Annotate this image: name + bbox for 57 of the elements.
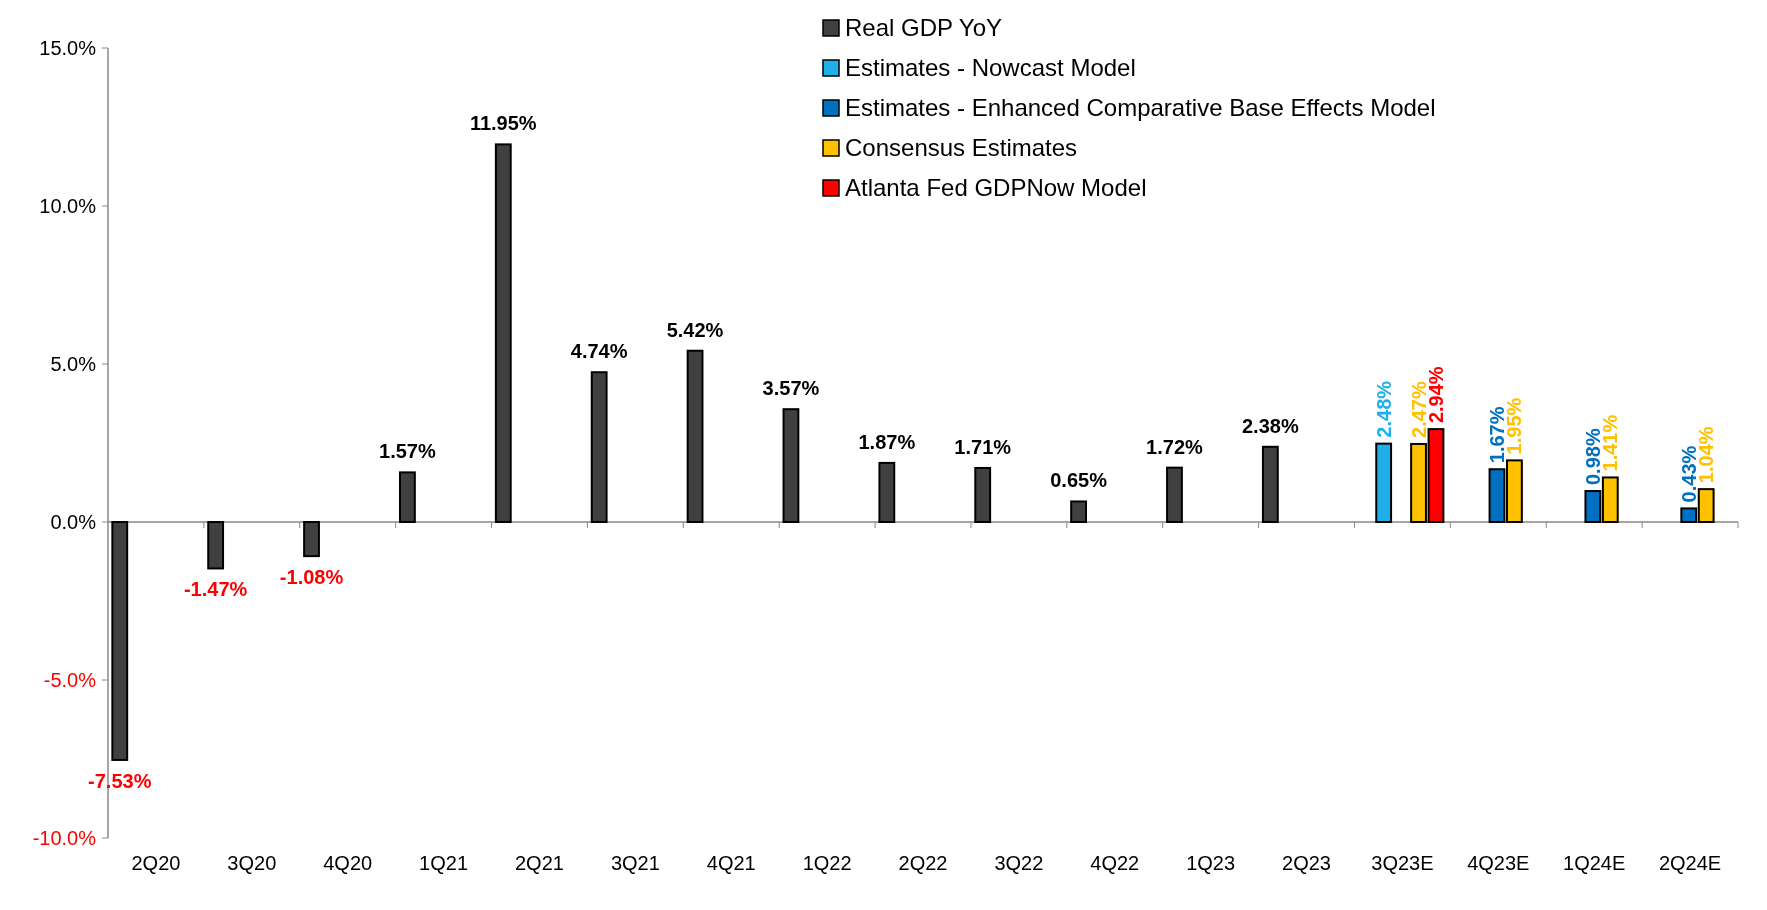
x-tick-label: 4Q21: [706, 852, 756, 874]
data-label: 2.48%: [1372, 380, 1395, 438]
data-label: 11.95%: [469, 112, 537, 135]
data-label: 4.74%: [570, 340, 628, 363]
legend-label: Estimates - Enhanced Comparative Base Effects Model: [845, 94, 1436, 122]
y-tick-label: 10.0%: [39, 195, 97, 217]
y-tick-label: 0.0%: [50, 511, 97, 533]
y-tick-label: 5.0%: [50, 353, 97, 375]
bar: [974, 466, 992, 523]
data-label: 5.42%: [666, 318, 724, 341]
x-tick-label: 3Q21: [610, 852, 660, 874]
bar: [1375, 442, 1393, 523]
x-tick-label: 3Q22: [994, 852, 1044, 874]
x-tick-label: 4Q22: [1090, 852, 1140, 874]
bar: [782, 408, 800, 523]
bar: [590, 371, 608, 523]
legend-label: Consensus Estimates: [845, 134, 1078, 162]
legend-label: Estimates - Nowcast Model: [845, 54, 1136, 82]
data-label: 3.57%: [762, 377, 820, 400]
data-label: 2.38%: [1242, 414, 1299, 437]
y-tick-label: -10.0%: [32, 827, 97, 849]
legend-label: Atlanta Fed GDPNow Model: [845, 174, 1147, 202]
x-tick-label: 4Q23E: [1467, 852, 1530, 874]
x-tick-label: 3Q20: [227, 852, 277, 874]
data-label: -7.53%: [88, 769, 152, 792]
x-tick-label: 1Q22: [802, 852, 852, 874]
bar: [686, 349, 704, 523]
y-tick-label: 15.0%: [39, 37, 97, 59]
x-tick-label: 2Q21: [515, 852, 564, 874]
bar: [1070, 500, 1087, 523]
data-label: -1.08%: [279, 566, 344, 589]
data-label: 1.71%: [954, 435, 1012, 458]
bar: [1166, 466, 1183, 523]
x-tick-label: 2Q23: [1282, 852, 1331, 874]
x-tick-label: 2Q20: [131, 852, 181, 874]
x-tick-label: 4Q20: [323, 852, 373, 874]
y-tick-label: -5.0%: [43, 669, 97, 691]
x-tick-label: 1Q21: [419, 852, 469, 874]
bar: [399, 471, 416, 523]
bar: [494, 143, 512, 523]
bar: [878, 461, 896, 523]
data-label: -1.47%: [183, 578, 248, 601]
data-label: 1.87%: [858, 430, 916, 453]
data-label: 1.72%: [1146, 435, 1204, 458]
legend-label: Real GDP YoY: [845, 14, 1002, 42]
data-label: 1.57%: [379, 440, 436, 463]
x-tick-label: 1Q23: [1186, 852, 1236, 874]
x-tick-label: 2Q22: [898, 852, 948, 874]
x-tick-label: 1Q24E: [1563, 852, 1626, 874]
bar: [207, 521, 225, 570]
x-tick-label: 2Q24E: [1658, 852, 1722, 874]
data-label: 2.47%: [1407, 381, 1430, 438]
bar: [111, 521, 129, 761]
x-tick-label: 3Q23E: [1371, 852, 1434, 874]
data-label: 0.65%: [1050, 469, 1108, 492]
bar: [1261, 445, 1279, 523]
bar: [303, 521, 320, 558]
